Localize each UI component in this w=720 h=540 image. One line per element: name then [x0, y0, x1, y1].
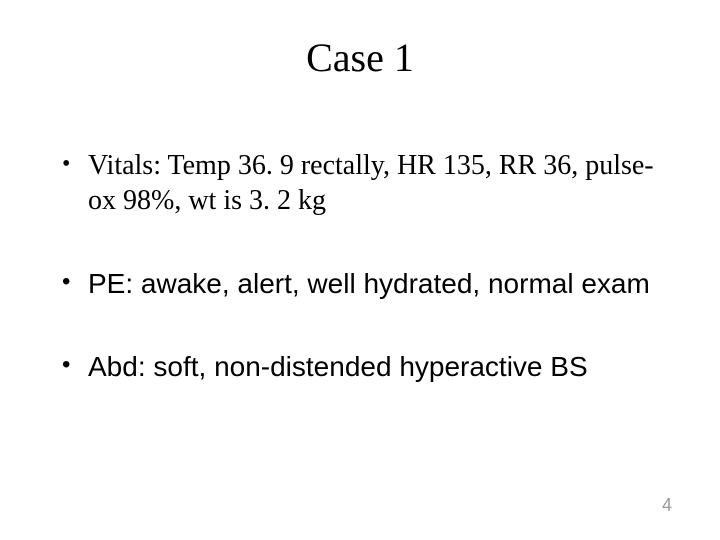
slide-title: Case 1: [0, 34, 720, 81]
bullet-item: Vitals: Temp 36. 9 rectally, HR 135, RR …: [60, 148, 672, 218]
slide: Case 1 Vitals: Temp 36. 9 rectally, HR 1…: [0, 0, 720, 540]
bullet-list: Vitals: Temp 36. 9 rectally, HR 135, RR …: [60, 148, 672, 384]
bullet-item: PE: awake, alert, well hydrated, normal …: [60, 266, 672, 301]
bullet-item: Abd: soft, non-distended hyperactive BS: [60, 349, 672, 384]
page-number: 4: [662, 495, 672, 516]
bullet-text: Vitals: Temp 36. 9 rectally, HR 135, RR …: [88, 150, 654, 216]
slide-body: Vitals: Temp 36. 9 rectally, HR 135, RR …: [60, 148, 672, 432]
bullet-text: PE: awake, alert, well hydrated, normal …: [88, 268, 650, 299]
bullet-text: Abd: soft, non-distended hyperactive BS: [88, 351, 588, 382]
